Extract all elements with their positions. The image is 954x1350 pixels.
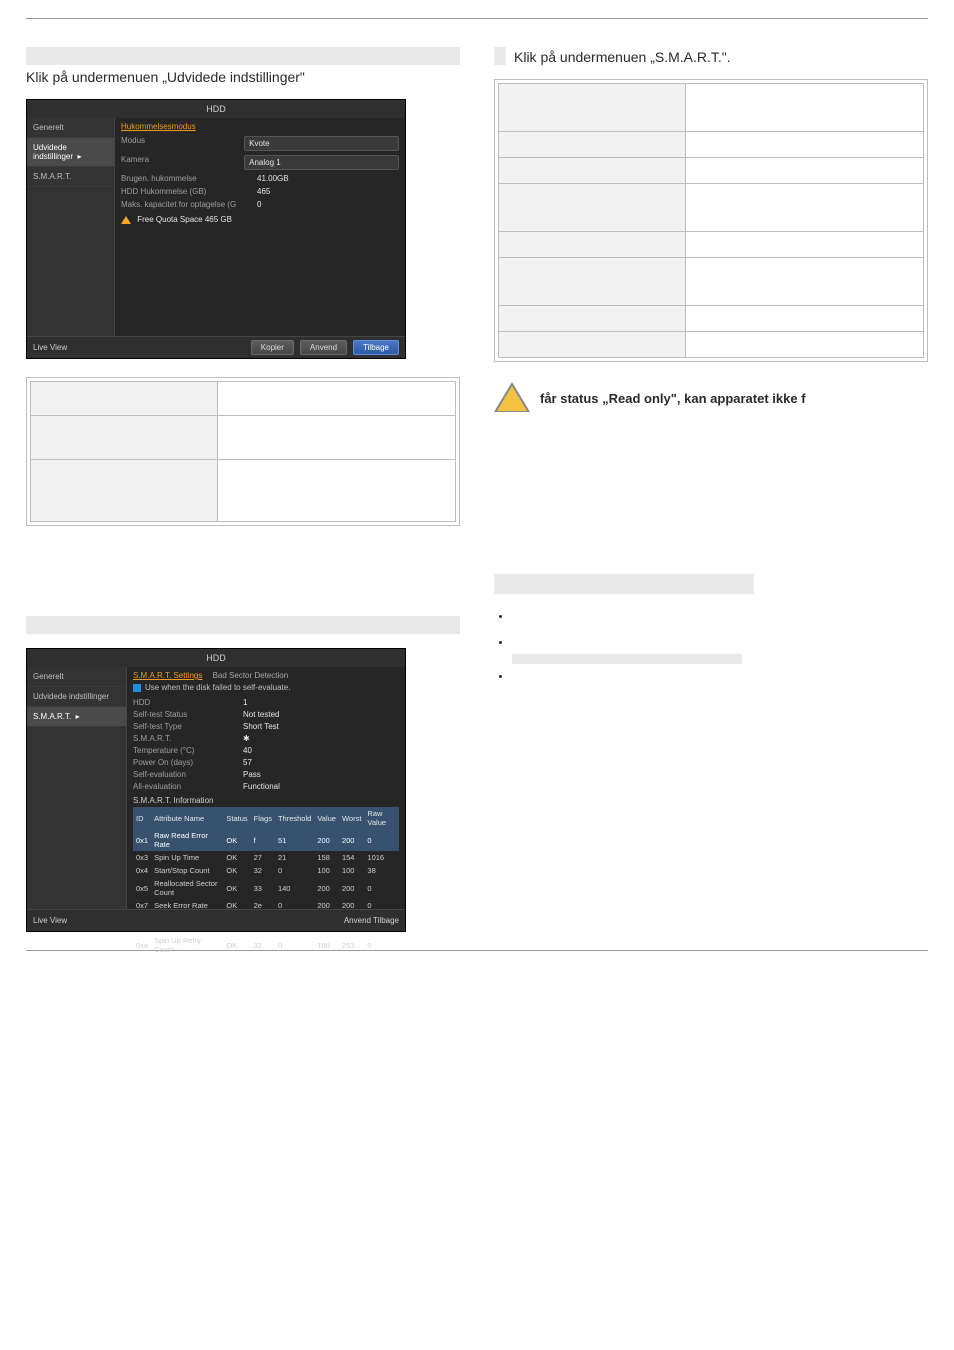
live-view-link[interactable]: Live View [33,916,67,925]
shot2-bottombar: Live View Anvend Tilbage [27,909,405,931]
anvend-button[interactable]: Anvend [300,340,347,355]
selftest-type-dropdown[interactable]: Short Test [243,722,393,731]
table-row [31,382,456,416]
smart-info-header: S.M.A.R.T. Information [133,796,399,805]
hdd-advanced-screenshot: HDD Generelt Udvidede indstillinger ▸ S.… [26,99,406,359]
tab-bad-sector[interactable]: Bad Sector Detection [213,671,289,680]
warning-icon [121,216,131,224]
table-row [499,332,924,358]
warning-text: får status „Read only", kan apparatet ik… [540,391,806,406]
sidebar-item-smart[interactable]: S.M.A.R.T. [27,167,114,187]
heading-right: Klik på undermenuen „S.M.A.R.T.". [514,47,731,65]
right-settings-box [494,79,928,362]
camera-dropdown[interactable]: Analog 1 [244,155,399,170]
smart-attributes-table: ID Attribute Name Status Flags Threshold… [133,807,399,956]
left-mini-settings-box [26,377,460,526]
shot2-content: S.M.A.R.T. Settings Bad Sector Detection… [127,667,405,909]
use-when-failed-row[interactable]: Use when the disk failed to self-evaluat… [133,683,399,692]
table-row[interactable]: 0x5Reallocated Sector CountOK33140200200… [133,877,399,899]
left-mini-table [30,381,456,522]
shot1-sidebar: Generelt Udvidede indstillinger ▸ S.M.A.… [27,118,115,358]
table-row [499,258,924,306]
hdd-dropdown[interactable]: 1 [243,698,393,707]
mode-dropdown[interactable]: Kvote [244,136,399,151]
table-row [31,460,456,522]
table-row [499,306,924,332]
table-row [499,132,924,158]
list-item [512,604,772,630]
table-row[interactable]: 0x1Raw Read Error RateOKf512002000 [133,829,399,851]
shot1-title: HDD [27,100,405,119]
shot2-sidebar: Generelt Udvidede indstillinger S.M.A.R.… [27,667,127,931]
tab-smart-settings[interactable]: S.M.A.R.T. Settings [133,671,202,680]
bullet-list [512,604,772,690]
heading-left: Klik på undermenuen „Udvidede indstillin… [26,69,460,85]
warning-triangle-icon: ! [494,382,530,414]
sidebar-item-generelt[interactable]: Generelt [27,118,114,138]
list-item [512,630,772,664]
sidebar-item-udvidede[interactable]: Udvidede indstillinger [27,687,126,707]
warning-note: ! får status „Read only", kan apparatet … [494,382,928,414]
sidebar-item-udvidede[interactable]: Udvidede indstillinger ▸ [27,138,114,167]
table-row [499,158,924,184]
table-row [499,232,924,258]
hdd-smart-screenshot: HDD Generelt Udvidede indstillinger S.M.… [26,648,406,932]
list-item [512,664,772,690]
right-settings-table [498,83,924,358]
sidebar-item-generelt[interactable]: Generelt [27,667,126,687]
live-view-link[interactable]: Live View [33,343,67,352]
shot1-bottombar: Live View Kopier Anvend Tilbage [27,336,405,358]
table-row[interactable]: 0x3Spin Up TimeOK27211581541016 [133,851,399,864]
grey-band-section [494,574,754,594]
kopier-button[interactable]: Kopier [251,340,294,355]
anvend-button[interactable]: Anvend [344,916,371,925]
table-row [31,416,456,460]
grey-band-left-lower [26,616,460,634]
left-column: Klik på undermenuen „Udvidede indstillin… [26,47,460,936]
table-row [499,184,924,232]
tilbage-button[interactable]: Tilbage [353,340,399,355]
shot2-title: HDD [27,649,405,668]
table-header-row: ID Attribute Name Status Flags Threshold… [133,807,399,829]
table-row[interactable]: 0xaSpin Up Retry CountOK3201002530 [133,934,399,956]
right-column: Klik på undermenuen „S.M.A.R.T.". ! får … [494,47,928,936]
tilbage-button[interactable]: Tilbage [373,916,399,925]
checkbox-icon[interactable] [133,684,141,692]
table-row[interactable]: 0x4Start/Stop CountOK32010010038 [133,864,399,877]
grey-band-left [26,47,460,65]
top-rule [26,18,928,19]
sidebar-item-smart[interactable]: S.M.A.R.T. ▸ [27,707,126,727]
grey-band-right [494,47,506,65]
shot1-content: Hukommelsesmodus Modus Kvote Kamera Anal… [115,118,405,336]
free-quota-row: Free Quota Space 465 GB [121,211,399,224]
table-row [499,84,924,132]
shot1-tab-active[interactable]: Hukommelsesmodus [121,122,399,131]
